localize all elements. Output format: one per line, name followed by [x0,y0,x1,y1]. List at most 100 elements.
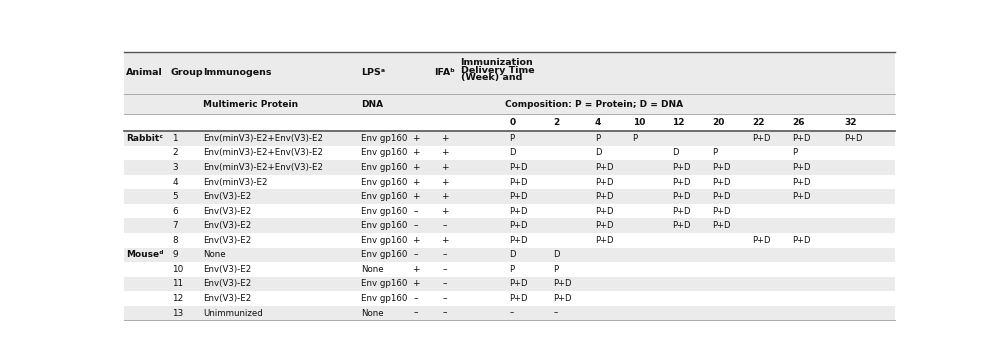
Text: Env gp160: Env gp160 [361,236,408,245]
Text: P+D: P+D [844,134,862,143]
Bar [124,262,895,277]
Text: +: + [412,192,419,201]
Text: –: – [414,294,417,303]
Text: D: D [509,250,515,259]
Text: P+D: P+D [594,221,612,230]
Text: 11: 11 [172,279,183,288]
Text: Immunization: Immunization [460,58,533,67]
Text: Env gp160: Env gp160 [361,163,408,172]
Text: –: – [414,309,417,318]
Text: Env(minV3)-E2+Env(V3)-E2: Env(minV3)-E2+Env(V3)-E2 [203,134,323,143]
Text: (Week) and: (Week) and [460,73,522,82]
Text: +: + [440,163,447,172]
Text: None: None [203,250,226,259]
Text: +: + [412,134,419,143]
Text: P+D: P+D [791,134,810,143]
Text: P+D: P+D [791,163,810,172]
Text: P+D: P+D [791,236,810,245]
Text: Composition: P = Protein; D = DNA: Composition: P = Protein; D = DNA [504,100,682,109]
Text: D: D [671,148,678,157]
Text: D: D [594,148,600,157]
Text: None: None [361,265,384,274]
Text: P+D: P+D [671,207,690,216]
Text: P+D: P+D [509,192,527,201]
Text: D: D [553,250,559,259]
Text: 12: 12 [172,294,183,303]
Text: P+D: P+D [671,177,690,186]
Text: P+D: P+D [712,221,730,230]
Text: P+D: P+D [509,163,527,172]
Text: +: + [412,236,419,245]
Text: –: – [553,309,557,318]
Text: Animal: Animal [126,68,162,77]
Text: P+D: P+D [594,207,612,216]
Text: –: – [441,265,446,274]
Text: DNA: DNA [361,100,383,109]
Text: Env(V3)-E2: Env(V3)-E2 [203,221,251,230]
Text: –: – [414,250,417,259]
Text: Env gp160: Env gp160 [361,148,408,157]
Text: Rabbitᶜ: Rabbitᶜ [126,134,163,143]
Text: Mouseᵈ: Mouseᵈ [126,250,163,259]
Text: +: + [412,279,419,288]
Text: +: + [440,207,447,216]
Text: 9: 9 [172,250,178,259]
Text: P+D: P+D [751,134,769,143]
Text: Env gp160: Env gp160 [361,177,408,186]
Text: P+D: P+D [712,163,730,172]
Text: P+D: P+D [594,192,612,201]
Text: P: P [553,265,558,274]
Text: P+D: P+D [509,177,527,186]
Text: P: P [712,148,717,157]
Text: P+D: P+D [712,192,730,201]
Text: Env(V3)-E2: Env(V3)-E2 [203,207,251,216]
Text: P+D: P+D [509,294,527,303]
Text: P+D: P+D [671,163,690,172]
Text: –: – [441,294,446,303]
Bar [124,189,895,204]
Text: +: + [440,148,447,157]
Text: P+D: P+D [671,192,690,201]
Text: 7: 7 [172,221,178,230]
Text: P: P [509,134,514,143]
Bar [124,291,895,306]
Text: 2: 2 [553,118,559,127]
Text: 4: 4 [172,177,178,186]
Text: P+D: P+D [509,221,527,230]
Text: Group: Group [171,68,203,77]
Text: +: + [440,177,447,186]
Text: Delivery Time: Delivery Time [460,66,534,75]
Text: 12: 12 [671,118,684,127]
Text: Env gp160: Env gp160 [361,192,408,201]
Text: 2: 2 [172,148,178,157]
Text: 20: 20 [712,118,724,127]
Bar [124,219,895,233]
Text: P+D: P+D [594,236,612,245]
Text: 4: 4 [594,118,600,127]
Text: P: P [632,134,637,143]
Bar [124,248,895,262]
Text: P+D: P+D [509,279,527,288]
Text: +: + [440,134,447,143]
Text: P+D: P+D [712,207,730,216]
Bar [124,175,895,189]
Text: P: P [791,148,796,157]
Text: –: – [414,221,417,230]
Text: +: + [412,163,419,172]
Text: –: – [441,250,446,259]
Text: +: + [440,192,447,201]
Text: P+D: P+D [791,192,810,201]
Text: LPSᵃ: LPSᵃ [361,68,385,77]
Bar [124,160,895,175]
Bar [124,114,895,131]
Text: +: + [440,236,447,245]
Text: Env(V3)-E2: Env(V3)-E2 [203,294,251,303]
Bar [124,94,895,114]
Text: 8: 8 [172,236,178,245]
Text: Env(minV3)-E2+Env(V3)-E2: Env(minV3)-E2+Env(V3)-E2 [203,148,323,157]
Text: P+D: P+D [791,177,810,186]
Text: Env(V3)-E2: Env(V3)-E2 [203,192,251,201]
Text: P+D: P+D [509,207,527,216]
Text: IFAᵇ: IFAᵇ [434,68,454,77]
Text: P+D: P+D [594,177,612,186]
